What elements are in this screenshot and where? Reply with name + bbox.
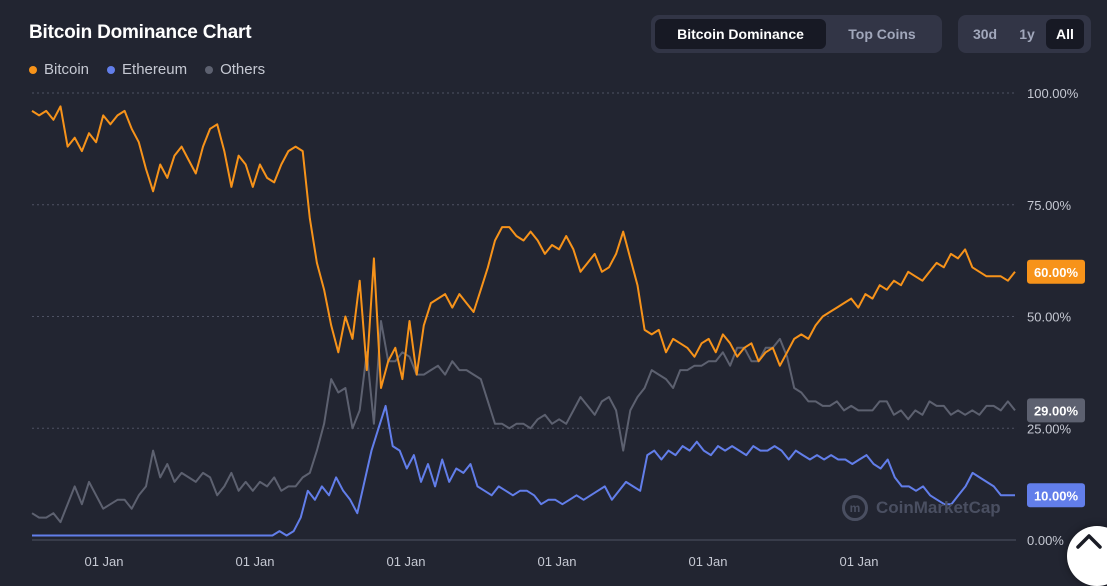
series-line-bitcoin <box>31 105 1016 389</box>
y-tick-label: 25.00% <box>1027 421 1072 436</box>
chevron-up-icon <box>1076 534 1102 549</box>
x-tick-label: 01 Jan <box>84 554 123 569</box>
watermark-label: CoinMarketCap <box>876 498 1001 517</box>
last-value-badge-ethereum <box>1027 483 1085 508</box>
last-value-badge-others <box>1027 398 1085 423</box>
y-tick-label: 50.00% <box>1027 310 1072 325</box>
last-value-label-ethereum: 10.00% <box>1034 488 1079 503</box>
legend-item-others[interactable]: Others <box>205 61 265 78</box>
x-tick-label: 01 Jan <box>688 554 727 569</box>
range-all-button[interactable]: All <box>1046 19 1084 49</box>
y-tick-label: 0.00% <box>1027 533 1064 548</box>
y-tick-label: 75.00% <box>1027 198 1072 213</box>
y-tick-label: 100.00% <box>1027 86 1079 101</box>
legend-label-bitcoin: Bitcoin <box>44 61 90 78</box>
legend-item-bitcoin[interactable]: Bitcoin <box>29 61 89 78</box>
legend-label-ethereum: Ethereum <box>122 61 188 78</box>
last-value-badge-bitcoin <box>1027 259 1085 284</box>
x-tick-label: 01 Jan <box>386 554 425 569</box>
tab-bitcoin-dominance[interactable]: Bitcoin Dominance <box>655 19 826 49</box>
range-toggle: 30d 1y All <box>958 15 1091 53</box>
view-toggle: Bitcoin Dominance Top Coins <box>651 15 942 53</box>
bitcoin-legend-dot-icon <box>29 65 37 74</box>
series-line-others <box>31 320 1016 524</box>
tab-top-coins[interactable]: Top Coins <box>848 26 916 42</box>
dominance-chart: 0.00% 25.00% 50.00% 75.00% 100.00% 01 Jan 01 J… <box>31 86 1085 569</box>
page-title: Bitcoin Dominance Chart <box>29 22 252 43</box>
watermark: m CoinMarketCap <box>842 495 1001 521</box>
legend-label-others: Others <box>220 61 266 78</box>
last-value-label-bitcoin: 60.00% <box>1034 265 1079 280</box>
range-1y-button[interactable]: 1y <box>1019 26 1035 42</box>
others-legend-dot-icon <box>205 65 214 74</box>
series-line-ethereum <box>32 404 1015 537</box>
x-tick-label: 01 Jan <box>235 554 274 569</box>
x-tick-label: 01 Jan <box>839 554 878 569</box>
range-30d-button[interactable]: 30d <box>972 26 998 42</box>
last-value-label-others: 29.00% <box>1034 403 1079 418</box>
x-tick-label: 01 Jan <box>537 554 576 569</box>
coinmarketcap-logo-icon: m <box>842 495 868 521</box>
ethereum-legend-dot-icon <box>107 65 116 74</box>
chart-legend: Bitcoin Ethereum Others <box>29 61 265 78</box>
legend-item-ethereum[interactable]: Ethereum <box>107 61 187 78</box>
